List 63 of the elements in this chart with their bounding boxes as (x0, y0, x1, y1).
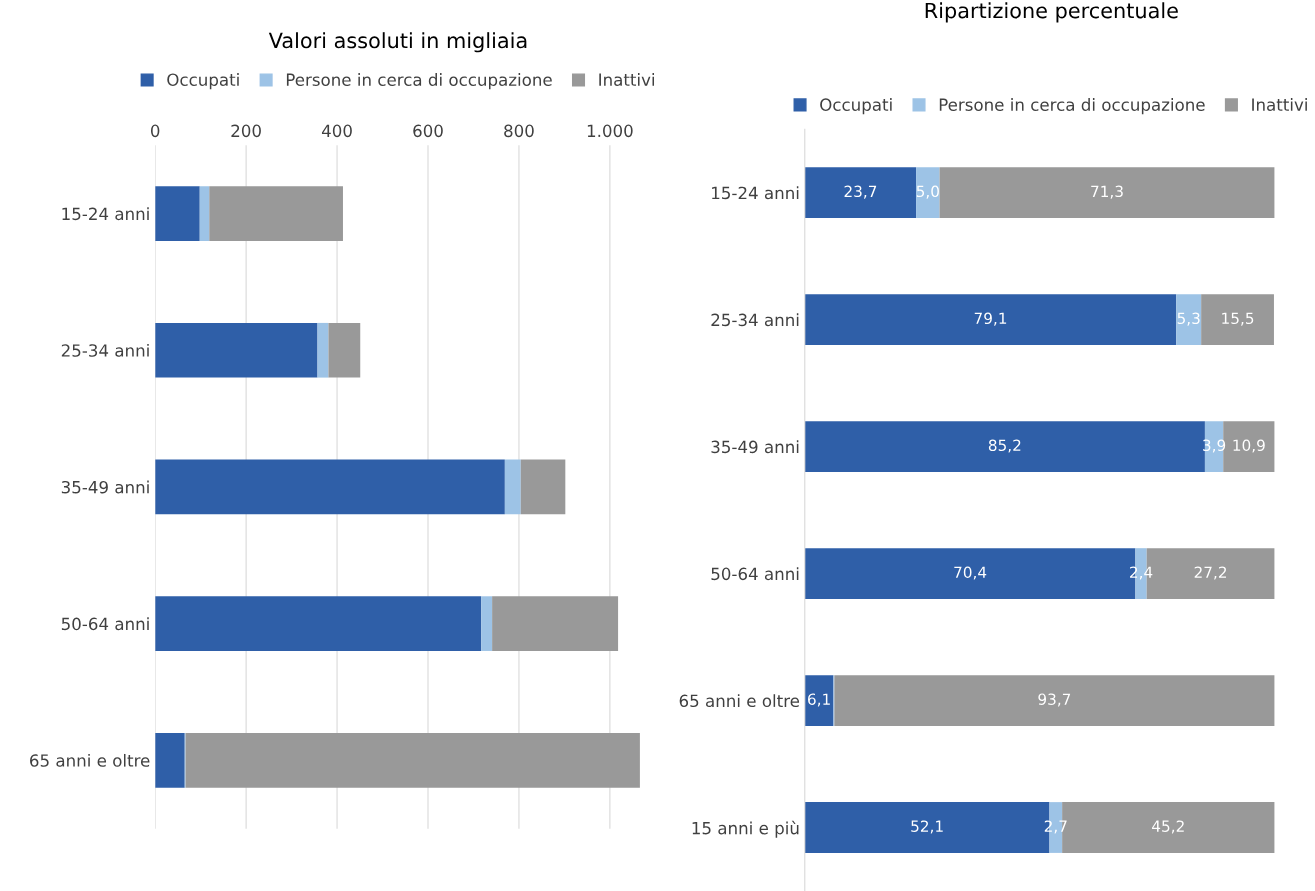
bar (939, 167, 1275, 219)
bar (155, 732, 185, 788)
x-tick-label: 0 (150, 124, 160, 138)
bar (804, 294, 1177, 346)
bar (481, 596, 493, 651)
bar (804, 167, 917, 219)
bar (155, 596, 482, 651)
bar (155, 322, 318, 378)
data-label: 10,9 (1233, 439, 1265, 453)
data-label: 23,7 (844, 185, 877, 199)
x-tick-label: 200 (231, 124, 261, 138)
legend-label: Occupati (167, 73, 239, 90)
bar (185, 732, 640, 788)
y-tick-label: 65 anni e oltre (679, 694, 800, 708)
bar (199, 186, 210, 241)
bar (209, 186, 343, 241)
legend-label: Occupati (820, 98, 892, 115)
data-label: 71,3 (1091, 185, 1123, 199)
x-tick-label: 800 (504, 124, 534, 138)
bar (804, 421, 1205, 473)
data-label: 5,0 (916, 185, 939, 199)
data-label: 6,1 (808, 693, 830, 707)
legend-label: Inattivi (1252, 98, 1307, 111)
y-tick-label: 15 anni e più (692, 820, 799, 838)
data-label: 45,2 (1152, 820, 1184, 834)
bar (916, 167, 940, 219)
bar (155, 459, 505, 515)
bar (1223, 421, 1275, 473)
legend-label: Persone in cerca di occupazione (286, 73, 552, 90)
chart-title: Ripartizione percentuale (925, 2, 1178, 23)
chart-title: Valori assoluti in migliaia (268, 32, 527, 53)
legend-label: Inattivi (599, 73, 654, 86)
data-label: 93,7 (1038, 693, 1071, 707)
data-label: 85,2 (988, 439, 1021, 453)
bar (804, 675, 834, 726)
bar (492, 596, 619, 651)
y-tick-label: 15-24 anni (712, 186, 799, 200)
bar (504, 459, 521, 515)
x-tick-label: 600 (413, 124, 443, 138)
y-tick-label: 25-34 anni (61, 343, 149, 357)
y-tick-label: 35-49 anni (711, 440, 799, 454)
bar (155, 186, 200, 241)
bar (520, 459, 566, 515)
bar (1176, 294, 1202, 346)
y-tick-label: 65 anni e oltre (30, 753, 150, 767)
bar (317, 322, 329, 378)
y-tick-label: 35-49 anni (61, 480, 149, 494)
data-label: 70,4 (954, 566, 987, 580)
x-tick-label: 400 (321, 124, 352, 138)
data-label: 15,5 (1222, 312, 1254, 326)
bar (1201, 294, 1274, 346)
y-tick-label: 50-64 anni (61, 617, 149, 631)
data-label: 27,2 (1194, 566, 1227, 580)
legend-label: Persone in cerca di occupazione (939, 98, 1205, 115)
y-tick-label: 15-24 anni (62, 207, 149, 221)
bar (834, 675, 1275, 726)
bar (328, 322, 361, 378)
y-tick-label: 25-34 anni (711, 313, 799, 327)
y-tick-label: 50-64 anni (711, 567, 799, 581)
x-tick-label: 1.000 (587, 124, 633, 138)
data-label: 52,1 (911, 820, 943, 834)
data-label: 5,3 (1177, 312, 1200, 326)
data-label: 79,1 (974, 312, 1007, 326)
